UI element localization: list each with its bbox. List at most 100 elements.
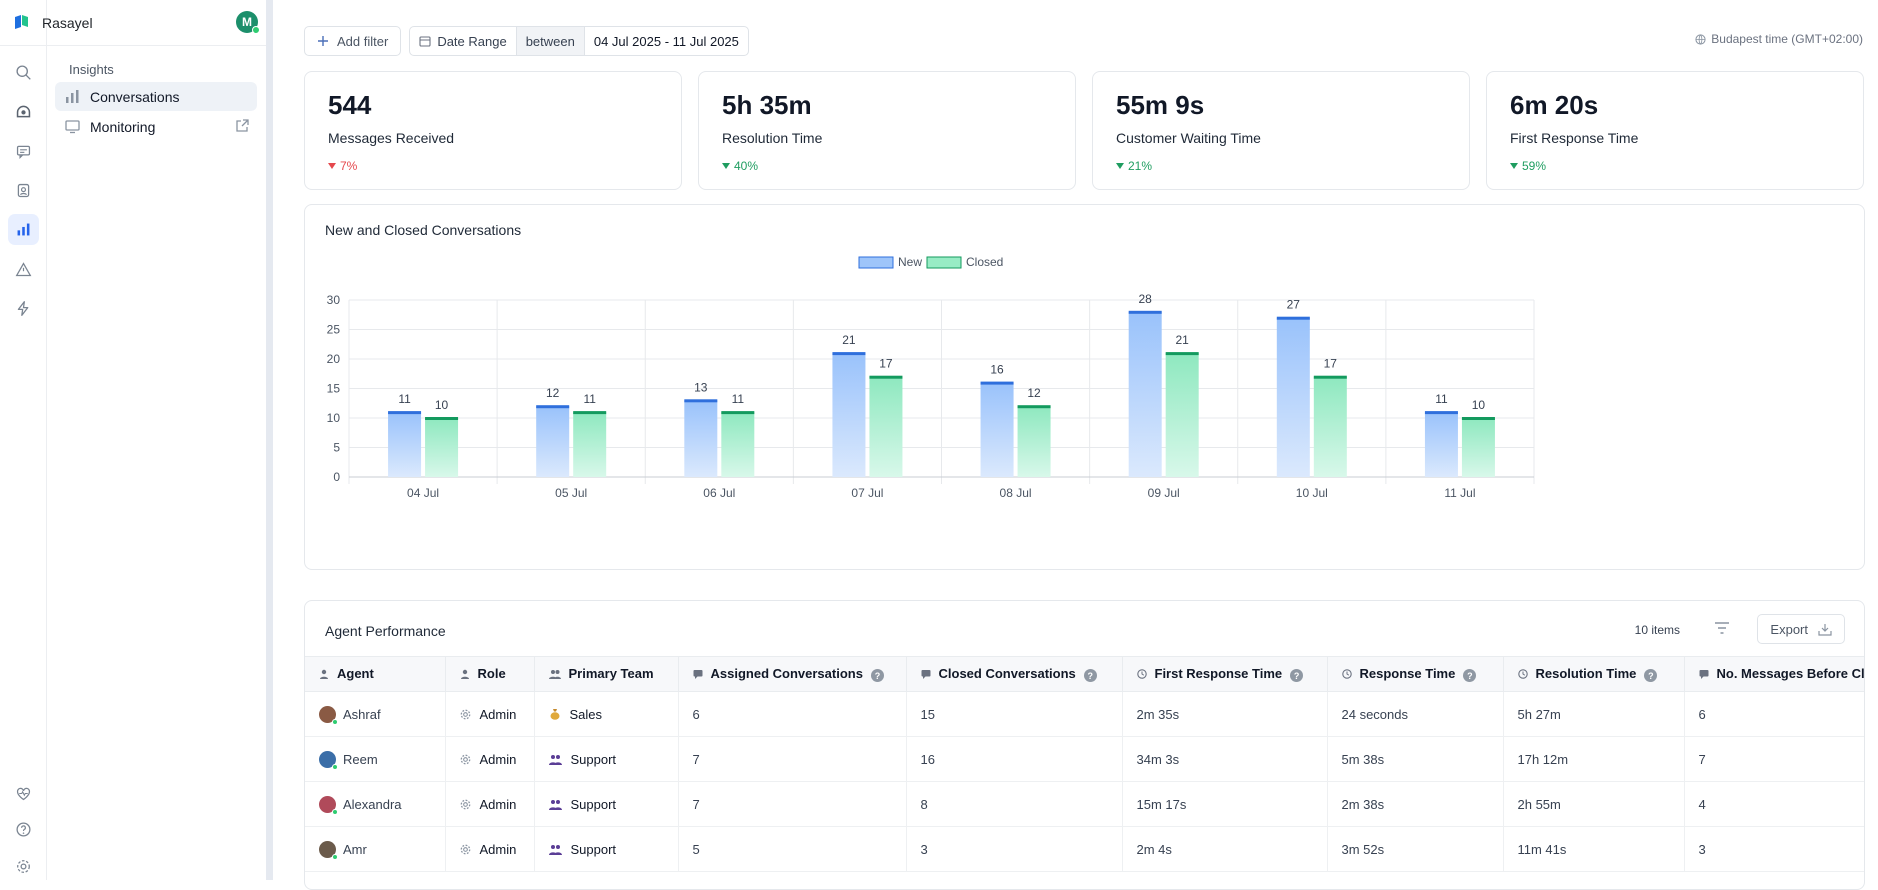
search-icon[interactable] [8, 57, 39, 88]
column-header-resolution-time[interactable]: Resolution Time? [1503, 656, 1685, 692]
nav-item-monitoring[interactable]: Monitoring [55, 112, 257, 141]
data-label: 11 [732, 392, 745, 406]
cell-resolution-time: 2h 55m [1503, 781, 1685, 827]
cell-response-time: 3m 52s [1327, 826, 1504, 872]
kpi-card-resolution-time: 5h 35m Resolution Time 40% [698, 71, 1076, 190]
column-header-primary-team[interactable]: Primary Team [534, 656, 679, 692]
cell-agent[interactable]: Ashraf [305, 691, 446, 737]
bar-new [980, 382, 1014, 477]
external-link-icon[interactable] [235, 119, 249, 133]
contacts-icon[interactable] [8, 175, 39, 206]
role-label: Admin [479, 796, 517, 812]
data-label: 12 [1027, 386, 1041, 400]
cell-agent[interactable]: Amr [305, 826, 446, 872]
icon-rail [0, 0, 47, 880]
user-avatar[interactable]: M [236, 11, 260, 34]
nav-item-conversations[interactable]: Conversations [55, 82, 257, 111]
bar-new [684, 400, 718, 477]
bar-cap-new [1128, 310, 1162, 314]
cell-assigned: 7 [678, 781, 907, 827]
date-range-field[interactable]: Date Range [410, 27, 515, 55]
nav-item-label: Conversations [90, 88, 180, 105]
gear-icon [460, 754, 470, 764]
person-icon [320, 669, 328, 679]
kpi-delta: 40% [722, 159, 758, 173]
data-label: 11 [1435, 392, 1448, 406]
bar-closed [1313, 376, 1347, 477]
help-tooltip-icon[interactable]: ? [1644, 669, 1658, 682]
add-filter-label: Add filter [337, 33, 389, 49]
team-label: Sales [569, 706, 603, 722]
data-label: 11 [398, 392, 411, 406]
column-header-response-time[interactable]: Response Time? [1327, 656, 1504, 692]
date-range-value[interactable]: 04 Jul 2025 - 11 Jul 2025 [593, 33, 739, 49]
cell-messages-before-closure: 4 [1684, 781, 1864, 827]
cell-resolution-time: 17h 12m [1503, 736, 1685, 782]
help-tooltip-icon[interactable]: ? [1290, 669, 1304, 682]
bar-cap-new [536, 405, 570, 409]
table-row[interactable]: Reem Admin Support 7 16 34m 3s 5m 38s 17h 12m 7 [305, 736, 1864, 782]
column-header-label: Assigned Conversations [710, 666, 863, 681]
date-range-filter[interactable]: Date Range between 04 Jul 2025 - 11 Jul … [409, 26, 749, 56]
bar-closed [573, 412, 607, 477]
x-tick-label: 09 Jul [1148, 486, 1180, 500]
column-header-label: Role [477, 666, 506, 682]
column-header-messages-before-closure[interactable]: No. Messages Before Closure [1684, 656, 1864, 692]
clock-icon [1136, 668, 1147, 679]
settings-icon[interactable] [8, 851, 39, 882]
table-row[interactable]: Ashraf Admin Sales 6 15 2m 35s 24 seconds 5h 27… [305, 691, 1864, 737]
column-header-assigned-conversations[interactable]: Assigned Conversations? [678, 656, 907, 692]
help-tooltip-icon[interactable]: ? [870, 669, 884, 682]
help-icon[interactable] [8, 814, 39, 845]
cell-agent[interactable]: Reem [305, 736, 446, 782]
table-row[interactable]: Alexandra Admin Support 7 8 15m 17s 2m 38s 2h 5… [305, 781, 1864, 827]
add-filter-button[interactable]: Add filter [304, 26, 402, 56]
heart-icon[interactable] [8, 778, 39, 809]
legend-swatch-new [858, 256, 894, 269]
alert-icon[interactable] [8, 254, 39, 285]
column-header-first-response-time[interactable]: First Response Time? [1122, 656, 1328, 692]
column-header-closed-conversations[interactable]: Closed Conversations? [906, 656, 1123, 692]
bolt-icon[interactable] [8, 293, 39, 324]
export-button[interactable]: Export [1757, 614, 1845, 644]
agent-name: Alexandra [343, 796, 402, 812]
filter-icon[interactable] [1714, 621, 1730, 635]
caret-down-icon [722, 163, 730, 169]
sidebar-divider[interactable] [266, 0, 273, 880]
data-label: 28 [1139, 292, 1153, 306]
workspace-name[interactable]: Rasayel [42, 15, 93, 31]
team-label: Support [570, 751, 617, 767]
chart-title: New and Closed Conversations [325, 222, 522, 238]
y-tick-label: 5 [333, 441, 340, 455]
insights-icon[interactable] [8, 214, 39, 245]
bar-cap-closed [869, 375, 903, 379]
bar-cap-closed [1461, 417, 1495, 420]
legend-label-new: New [898, 255, 922, 269]
column-header-agent[interactable]: Agent [305, 656, 446, 692]
caret-down-icon [1116, 163, 1124, 169]
team-icon [548, 799, 562, 810]
kpi-value: 6m 20s [1510, 90, 1599, 120]
help-tooltip-icon[interactable]: ? [1463, 669, 1477, 682]
cell-agent[interactable]: Alexandra [305, 781, 446, 827]
bar-closed [721, 412, 755, 477]
bar-new [388, 412, 422, 477]
bar-chart: New Closed 0 5 10 15 20 25 30 04 Jul 11 10 05 Jul 12 1… [327, 255, 1535, 500]
cell-assigned: 6 [678, 691, 907, 737]
cell-assigned: 5 [678, 826, 907, 872]
x-tick-label: 11 Jul [1444, 486, 1475, 500]
agent-avatar [319, 705, 338, 725]
chat-icon[interactable] [8, 136, 39, 167]
cell-role: Admin [445, 736, 535, 782]
cell-first-response-time: 34m 3s [1122, 736, 1328, 782]
inbox-icon[interactable] [8, 96, 39, 127]
role-label: Admin [479, 706, 517, 722]
kpi-label: Customer Waiting Time [1116, 130, 1261, 146]
agent-avatar [319, 795, 338, 815]
kpi-delta-value: 40% [734, 159, 759, 173]
date-range-operator[interactable]: between [515, 27, 585, 55]
column-header-role[interactable]: Role [445, 656, 535, 692]
table-row[interactable]: Amr Admin Support 5 3 2m 4s 3m 52s 11m 41s 3 [305, 826, 1864, 872]
help-tooltip-icon[interactable]: ? [1083, 669, 1097, 682]
kpi-card-first-response-time: 6m 20s First Response Time 59% [1486, 71, 1864, 190]
